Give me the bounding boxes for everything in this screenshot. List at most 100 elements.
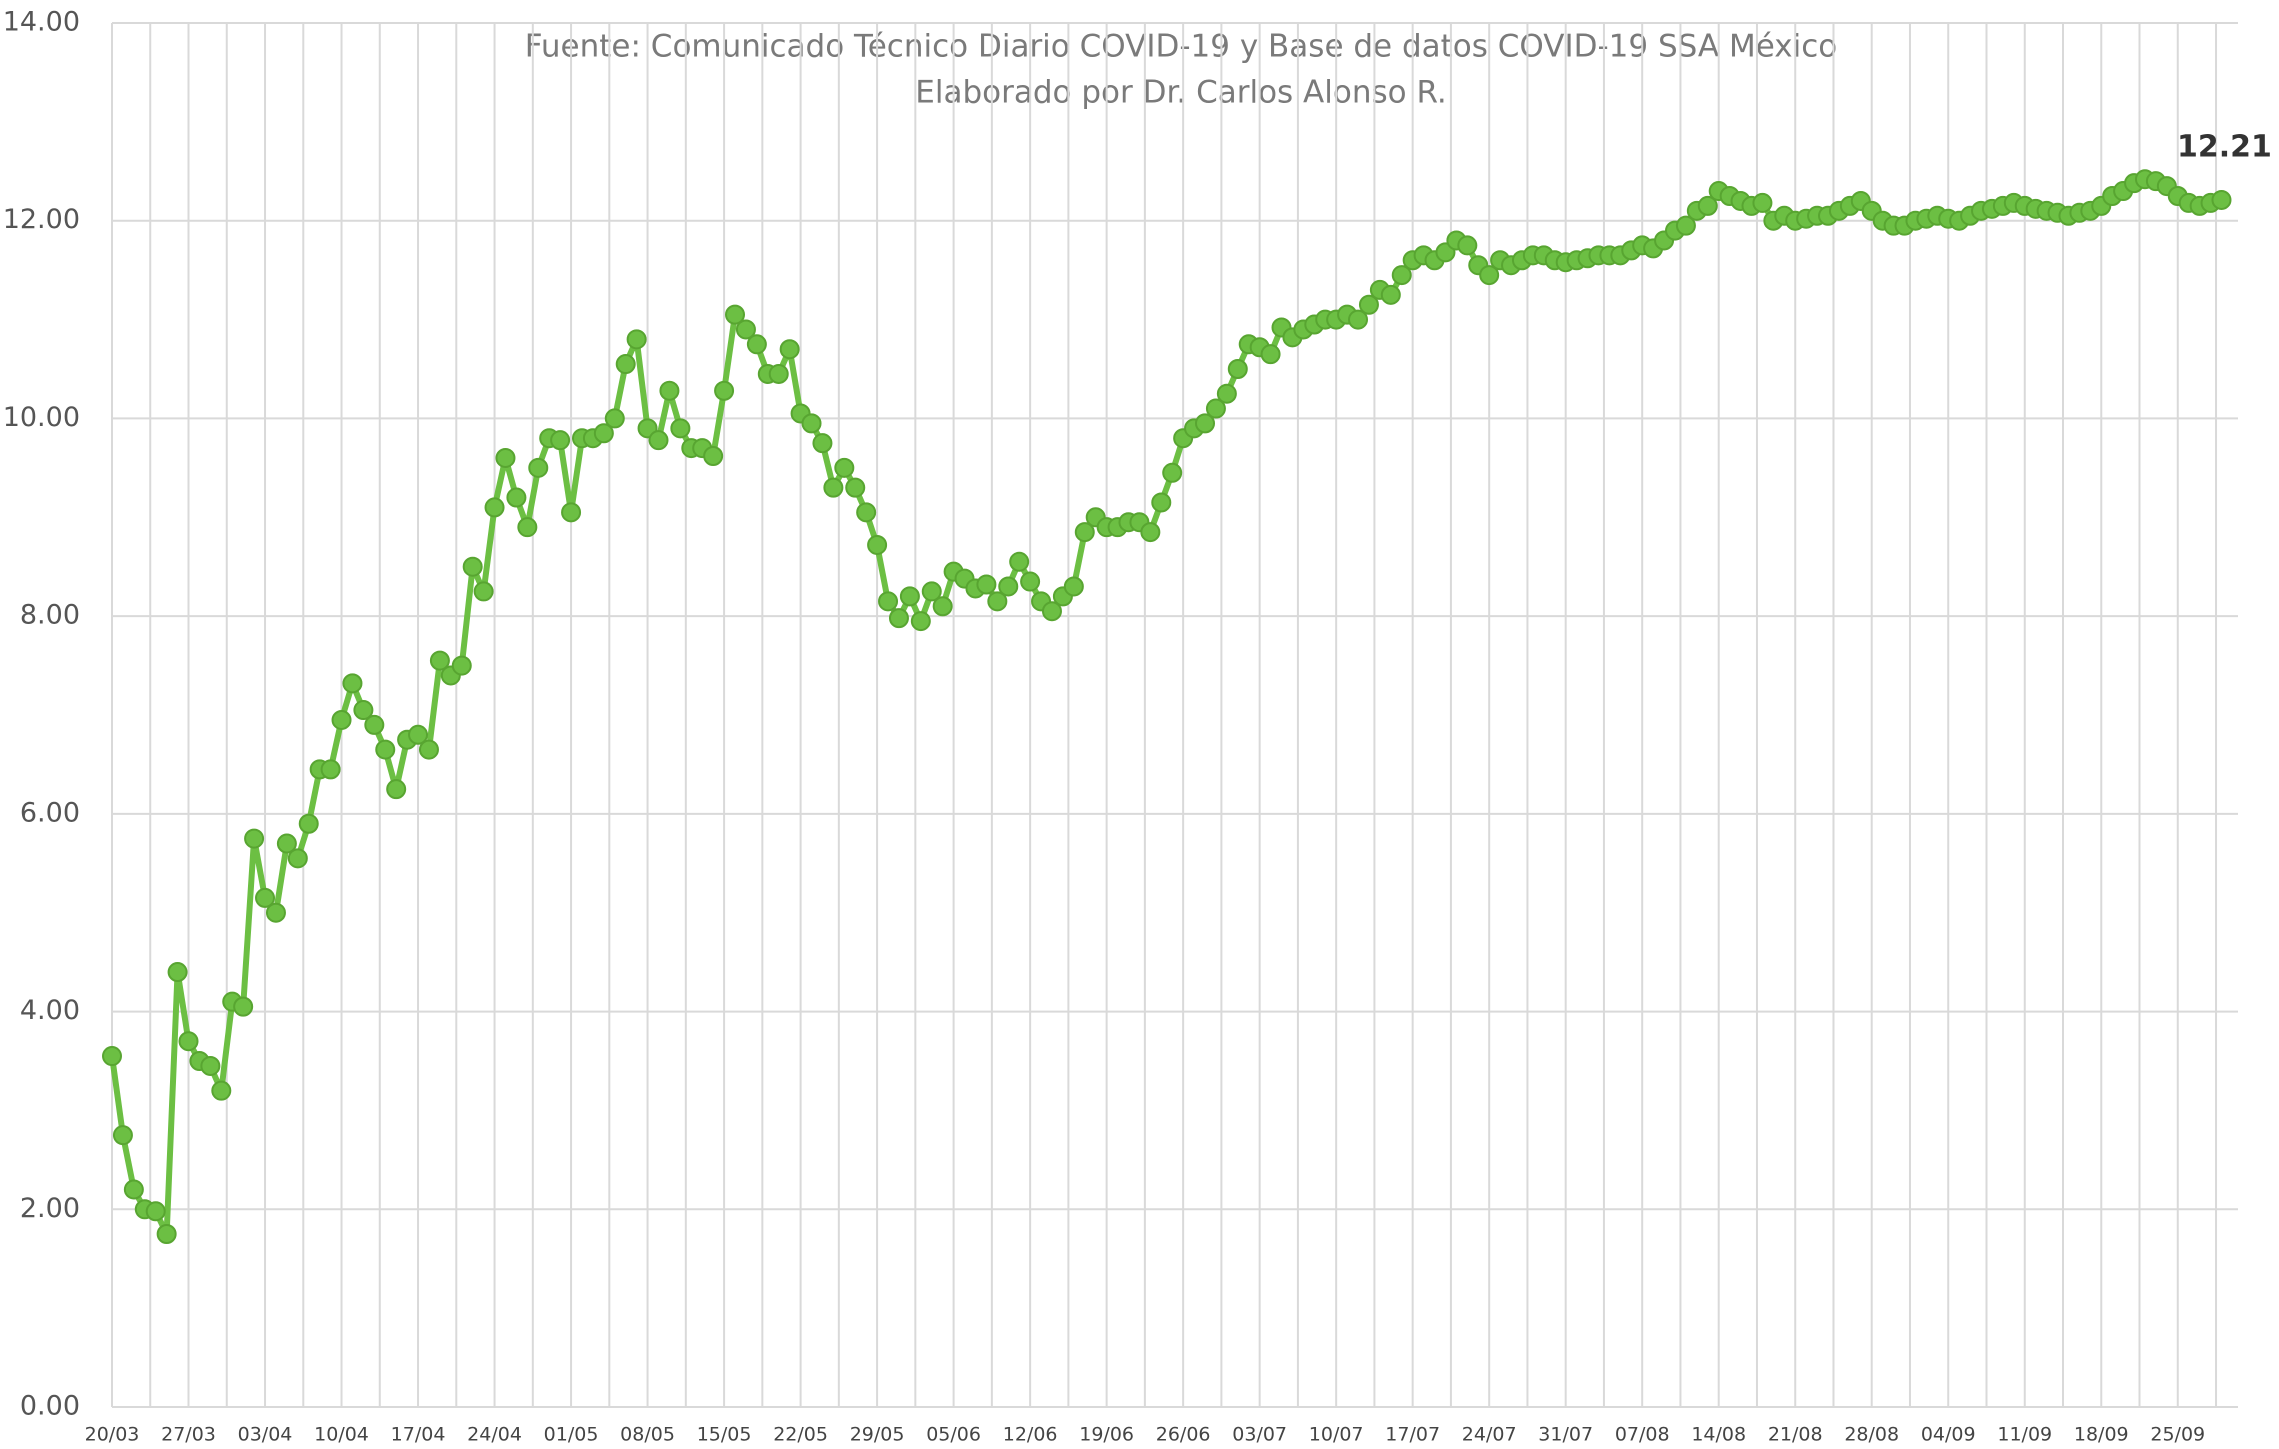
x-tick-label: 21/08 — [1768, 1424, 1823, 1446]
data-point — [746, 334, 767, 355]
x-tick-label: 10/07 — [1309, 1424, 1364, 1446]
data-point — [1380, 284, 1401, 305]
data-point — [506, 487, 527, 508]
data-point — [2211, 189, 2232, 210]
y-tick-label: 8.00 — [20, 600, 80, 631]
x-tick-label: 17/07 — [1385, 1424, 1440, 1446]
data-point — [998, 576, 1019, 597]
data-point — [1063, 576, 1084, 597]
data-point — [714, 380, 735, 401]
x-tick-label: 25/09 — [2150, 1424, 2205, 1446]
data-point — [517, 517, 538, 538]
data-point — [145, 1201, 166, 1222]
data-point — [178, 1031, 199, 1052]
y-tick-label: 6.00 — [20, 797, 80, 828]
data-point — [1162, 462, 1183, 483]
data-point — [987, 591, 1008, 612]
data-point — [1020, 571, 1041, 592]
data-point — [878, 591, 899, 612]
data-point — [1697, 195, 1718, 216]
data-point — [418, 739, 439, 760]
data-point — [211, 1080, 232, 1101]
data-point — [364, 714, 385, 735]
data-point — [834, 457, 855, 478]
x-tick-label: 14/08 — [1691, 1424, 1746, 1446]
data-point — [910, 611, 931, 632]
data-point — [276, 833, 297, 854]
data-point — [1205, 398, 1226, 419]
data-point — [528, 457, 549, 478]
data-point — [473, 581, 494, 602]
data-point — [320, 759, 341, 780]
x-tick-label: 26/06 — [1156, 1424, 1211, 1446]
data-point — [1479, 265, 1500, 286]
data-point — [102, 1046, 122, 1067]
x-tick-label: 12/06 — [1003, 1424, 1058, 1446]
y-tick-label: 0.00 — [20, 1391, 80, 1422]
data-point — [735, 319, 756, 340]
x-tick-label: 10/04 — [314, 1424, 369, 1446]
data-point — [156, 1224, 177, 1244]
y-tick-label: 2.00 — [20, 1193, 80, 1224]
data-point — [123, 1179, 144, 1200]
data-point — [429, 650, 450, 671]
data-point — [670, 418, 691, 439]
data-point — [1260, 344, 1281, 365]
data-point — [408, 724, 429, 745]
data-point — [451, 655, 472, 676]
x-tick-label: 31/07 — [1538, 1424, 1593, 1446]
data-point — [768, 363, 789, 384]
y-tick-label: 12.00 — [3, 204, 80, 235]
subtitle: Fuente: Comunicado Técnico Diario COVID-… — [525, 29, 1837, 65]
data-point — [867, 534, 888, 555]
data-point — [659, 380, 680, 401]
data-point — [462, 556, 483, 577]
x-tick-label: 04/09 — [1921, 1424, 1976, 1446]
x-tick-label: 18/09 — [2074, 1424, 2129, 1446]
data-point — [375, 739, 396, 760]
data-point — [845, 477, 866, 498]
data-point — [1348, 309, 1369, 330]
data-point — [233, 996, 254, 1017]
x-tick-label: 22/05 — [773, 1424, 828, 1446]
data-point — [779, 339, 800, 360]
x-tick-label: 29/05 — [850, 1424, 905, 1446]
data-label: 12.21 — [2177, 129, 2272, 164]
data-point — [932, 596, 953, 617]
data-point — [550, 430, 571, 451]
data-point — [244, 828, 265, 849]
data-point — [287, 848, 308, 869]
data-point — [1457, 235, 1478, 256]
data-point — [1216, 383, 1237, 404]
data-point — [484, 497, 505, 518]
data-point — [801, 413, 822, 434]
data-point — [255, 887, 276, 908]
data-point — [1675, 215, 1696, 236]
x-tick-label: 08/05 — [620, 1424, 675, 1446]
data-point — [725, 304, 746, 325]
data-point — [386, 779, 407, 800]
x-tick-label: 20/03 — [85, 1424, 140, 1446]
subtitle: Elaborado por Dr. Carlos Alonso R. — [915, 75, 1446, 111]
data-point — [593, 423, 614, 444]
data-point — [1009, 551, 1030, 572]
x-tick-label: 24/04 — [467, 1424, 522, 1446]
data-point — [1752, 192, 1773, 213]
data-point — [1391, 265, 1412, 286]
data-point — [1195, 413, 1215, 434]
y-tick-label: 4.00 — [20, 995, 80, 1026]
data-point — [1041, 601, 1062, 622]
x-tick-label: 03/07 — [1232, 1424, 1287, 1446]
x-tick-label: 24/07 — [1462, 1424, 1517, 1446]
x-tick-label: 07/08 — [1615, 1424, 1670, 1446]
data-point — [921, 581, 942, 602]
x-tick-label: 27/03 — [161, 1424, 216, 1446]
series-line — [109, 176, 2223, 1237]
x-tick-label: 17/04 — [391, 1424, 446, 1446]
data-point — [342, 673, 363, 694]
data-point — [856, 502, 877, 523]
data-point — [495, 447, 516, 468]
y-tick-label: 14.00 — [3, 7, 80, 38]
data-point — [561, 502, 582, 523]
